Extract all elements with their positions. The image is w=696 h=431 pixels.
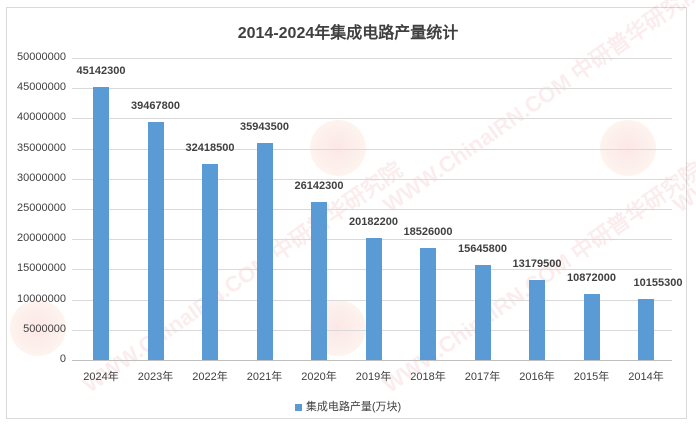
bar [420, 248, 436, 360]
gridline [72, 360, 672, 361]
value-label: 39467800 [131, 99, 180, 112]
bar [93, 87, 109, 360]
chart-frame [6, 7, 687, 419]
value-label: 26142300 [294, 180, 344, 193]
bar [638, 298, 654, 360]
watermark-text: WWW.ChinaIRN.COM 中研普华研究院 [668, 0, 696, 218]
bar [529, 280, 545, 360]
y-tick-label: 25000000 [17, 202, 66, 214]
legend-label: 集成电路产量(万块) [305, 401, 402, 413]
legend-swatch-icon [294, 403, 302, 411]
bar [202, 164, 218, 360]
watermark-text: WWW.ChinaIRN.COM 中研普华研究院 [378, 0, 696, 218]
x-tick-label: 2016年 [519, 371, 555, 383]
chart-title: 2014-2024年集成电路产量统计 [237, 25, 459, 42]
bar [474, 265, 491, 360]
y-tick-label: 50000000 [17, 51, 66, 63]
y-tick-label: 0 [59, 353, 66, 365]
watermark-logo-icon [600, 120, 656, 176]
x-tick-label: 2023年 [137, 371, 174, 383]
y-tick-label: 10000000 [17, 293, 66, 305]
x-tick-label: 2014年 [628, 371, 664, 383]
bar [365, 238, 382, 360]
gridline [72, 149, 672, 150]
x-tick-label: 2018年 [410, 371, 446, 383]
value-label: 10155300 [633, 276, 683, 289]
y-tick-label: 5000000 [23, 323, 66, 335]
x-tick-label: 2015年 [573, 371, 610, 383]
watermark-logo-icon [310, 120, 366, 176]
gridline [72, 88, 672, 89]
bar [311, 202, 327, 360]
y-tick-label: 45000000 [17, 81, 66, 93]
gridline [72, 118, 672, 119]
value-label: 13179500 [512, 258, 562, 271]
bar [583, 294, 600, 360]
value-label: 18526000 [403, 226, 453, 239]
y-tick-label: 15000000 [17, 262, 66, 274]
legend: 集成电路产量(万块) [0, 398, 696, 414]
y-tick-label: 35000000 [17, 142, 66, 154]
value-label: 32418500 [185, 142, 235, 155]
value-label: 15645800 [458, 243, 507, 256]
gridline [72, 179, 672, 180]
y-tick-label: 40000000 [17, 111, 66, 123]
x-tick-label: 2019年 [355, 371, 392, 383]
x-tick-label: 2024年 [83, 371, 119, 383]
x-tick-label: 2017年 [464, 371, 501, 383]
y-tick-label: 20000000 [17, 232, 66, 244]
y-tick-label: 30000000 [17, 172, 66, 184]
value-label: 35943500 [240, 120, 289, 133]
gridline [72, 58, 672, 59]
value-label: 45142300 [76, 65, 126, 78]
x-tick-label: 2022年 [192, 371, 228, 383]
x-tick-label: 2021年 [246, 371, 283, 383]
value-label: 10872000 [567, 272, 616, 285]
value-label: 20182200 [349, 216, 398, 229]
gridline [72, 209, 672, 210]
bar [147, 121, 164, 360]
bar [256, 142, 273, 360]
x-tick-label: 2020年 [301, 371, 337, 383]
